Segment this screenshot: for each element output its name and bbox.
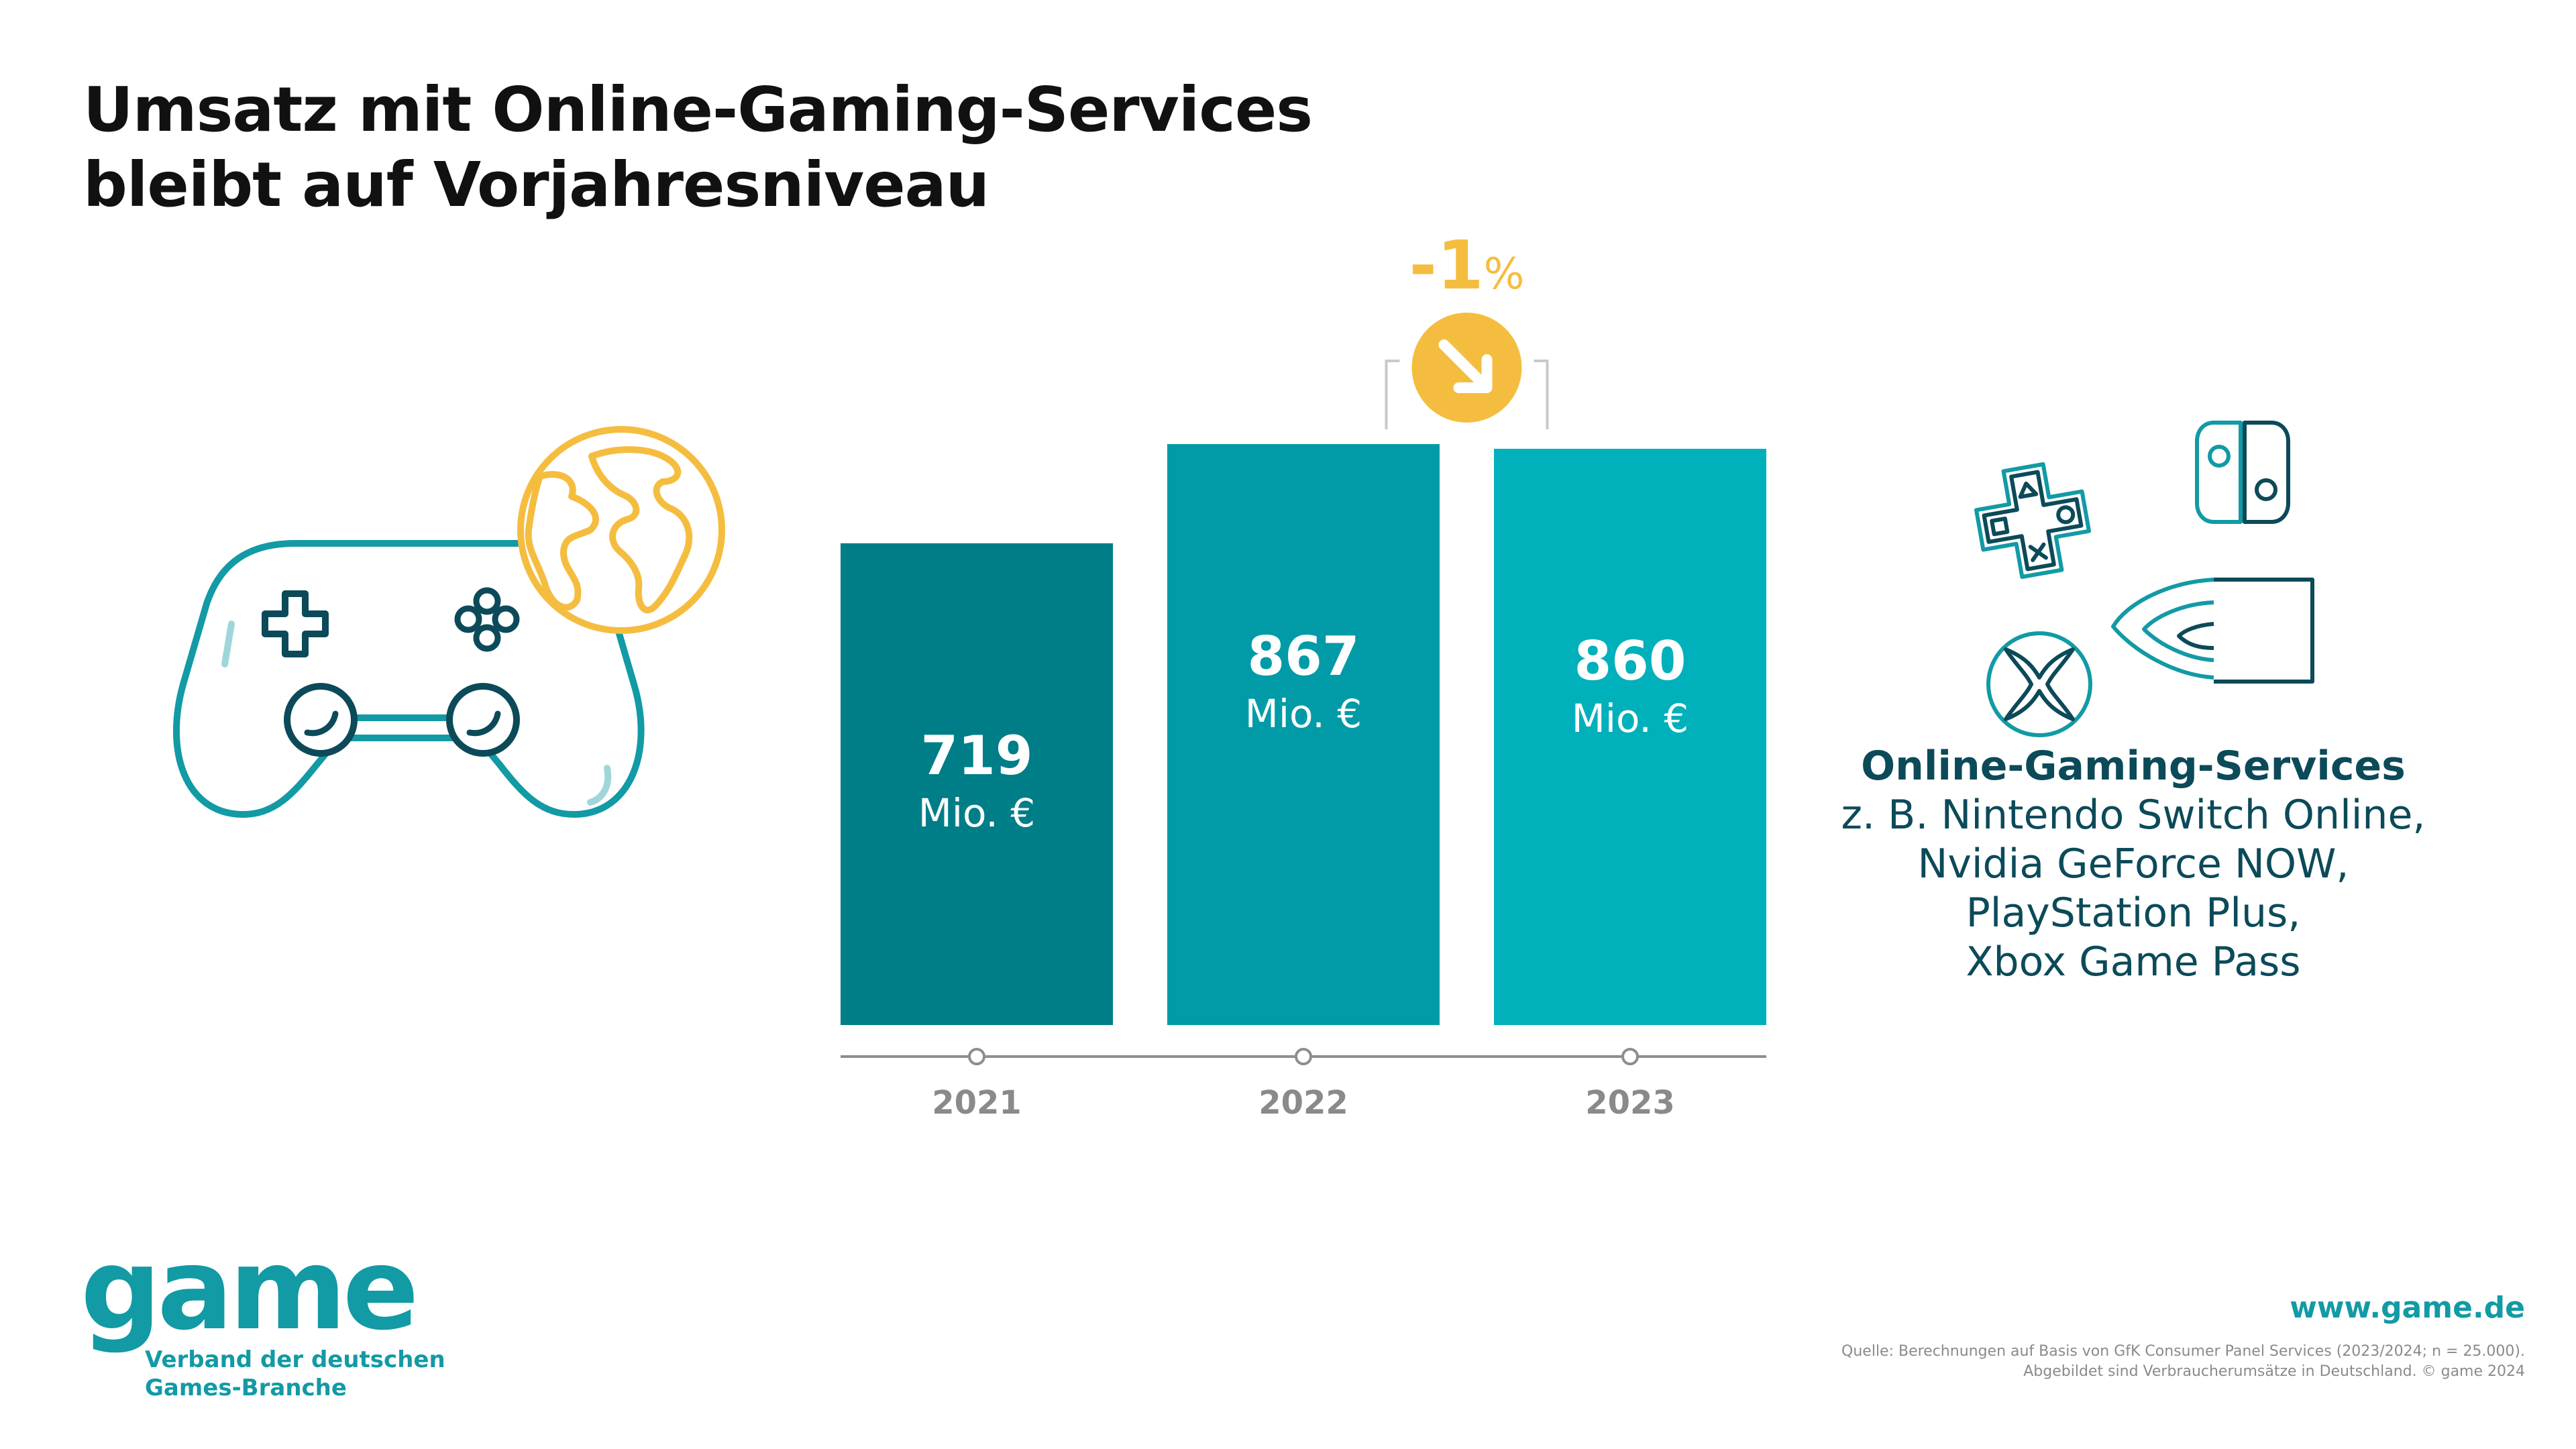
source-note: Quelle: Berechnungen auf Basis von GfK C… <box>1841 1342 2525 1382</box>
bar-2022 <box>1167 444 1440 1025</box>
change-label: -1% <box>1409 226 1525 305</box>
services-line-2: Nvidia GeForce NOW, <box>1917 841 2349 888</box>
service-icons <box>1974 421 2314 737</box>
services-line-3: PlayStation Plus, <box>1966 890 2301 936</box>
bracket-right <box>1534 360 1549 429</box>
axis-dot-2022 <box>1295 1048 1312 1065</box>
title-line-2: bleibt auf Vorjahresniveau <box>83 149 989 221</box>
bar-2023 <box>1494 448 1766 1025</box>
title-line-1: Umsatz mit Online-Gaming-Services <box>83 74 1313 146</box>
services-title: Online-Gaming-Services <box>1861 743 2406 790</box>
playstation-icon <box>1974 462 2091 579</box>
bracket-left <box>1385 360 1400 429</box>
nintendo-switch-icon <box>2195 421 2290 524</box>
value-label-2022: 867 <box>1248 625 1360 688</box>
xbox-icon <box>1986 631 2092 737</box>
unit-label-2021: Mio. € <box>918 790 1035 836</box>
unit-label-2022: Mio. € <box>1245 691 1362 737</box>
value-label-2021: 719 <box>921 724 1033 787</box>
services-description: Online-Gaming-Services z. B. Nintendo Sw… <box>1825 742 2442 987</box>
gamepad-icon <box>172 540 645 818</box>
logo-subtitle-2: Games-Branche <box>145 1375 347 1401</box>
change-badge <box>1411 313 1522 423</box>
source-line-2: Abgebildet sind Verbraucherumsätze in De… <box>2023 1363 2525 1380</box>
globe-icon <box>517 426 725 634</box>
change-unit: % <box>1484 250 1525 299</box>
value-label-2023: 860 <box>1574 630 1686 692</box>
page-title: Umsatz mit Online-Gaming-Services bleibt… <box>83 72 1559 223</box>
logo-subtitle-1: Verband der deutschen <box>145 1346 445 1373</box>
change-value: -1 <box>1409 226 1484 305</box>
unit-label-2023: Mio. € <box>1572 696 1688 741</box>
services-line-4: Xbox Game Pass <box>1966 938 2301 985</box>
nvidia-icon <box>2111 578 2314 684</box>
x-tick-label-2022: 2022 <box>1258 1084 1348 1122</box>
website-link[interactable]: www.game.de <box>2290 1291 2525 1325</box>
services-line-1: z. B. Nintendo Switch Online, <box>1841 792 2426 839</box>
gamepad-illustration <box>172 426 725 818</box>
source-line-1: Quelle: Berechnungen auf Basis von GfK C… <box>1841 1343 2525 1360</box>
logo-word: game <box>80 1224 419 1355</box>
bar-2021 <box>841 543 1113 1025</box>
x-tick-label-2021: 2021 <box>932 1084 1022 1122</box>
arrow-down-right-icon <box>1438 339 1493 393</box>
axis-dot-2023 <box>1621 1048 1639 1065</box>
axis-dot-2021 <box>968 1048 985 1065</box>
x-tick-label-2023: 2023 <box>1585 1084 1675 1122</box>
game-logo: game Verband der deutschen Games-Branche <box>80 1233 445 1402</box>
